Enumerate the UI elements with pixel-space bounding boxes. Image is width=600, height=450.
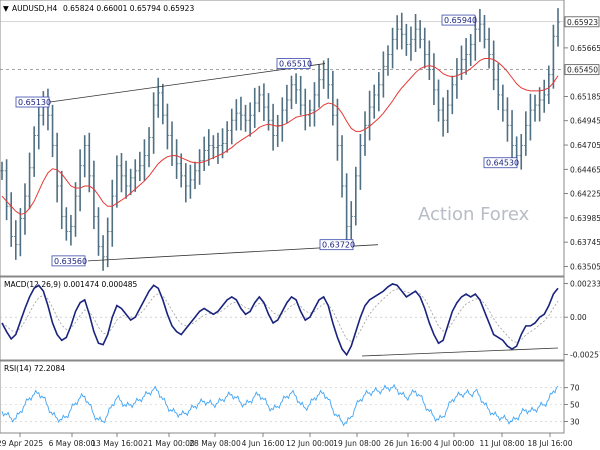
price-callout-label: 0.65940 (444, 16, 477, 25)
price-tick-label: 0.65665 (570, 44, 600, 53)
price-callout-box (15, 96, 50, 108)
price-tick-label: 0.64705 (570, 141, 600, 150)
rsi-tick-label: 70 (570, 384, 580, 393)
price-tick-label: 0.63985 (570, 214, 600, 223)
macd-label: MACD(12,26,9) 0.001474 0.000485 (4, 280, 138, 289)
price-callout-label: 0.64530 (486, 159, 519, 168)
rsi-label: RSI(14) 72.2084 (4, 364, 65, 373)
price-callout-box (51, 255, 86, 267)
x-tick-label: 12 Jun 00:00 (286, 439, 334, 448)
rsi-tick-label: 30 (570, 418, 580, 427)
x-tick-label: 19 Jun 08:00 (333, 439, 381, 448)
rsi-line (1, 383, 559, 427)
channel-upper-line (49, 63, 326, 103)
x-tick-label: 6 May 08:00 (49, 439, 96, 448)
price-tick-label: 0.64465 (570, 165, 600, 174)
price-callout-label: 0.65510 (279, 60, 312, 69)
symbol-label[interactable]: AUDUSD,H4 (12, 4, 57, 13)
watermark: Action Forex (418, 204, 530, 225)
macd-line (1, 283, 559, 357)
price-callout-label: 0.65130 (18, 98, 51, 107)
price-tag-label: 0.65450 (567, 66, 598, 75)
x-tick-label: 21 May 00:00 (143, 439, 195, 448)
price-tag-box (564, 16, 600, 28)
header-arrow-icon: ▼ (3, 4, 9, 13)
macd-divergence-line (361, 347, 559, 357)
x-tick-label: 18 Jul 16:00 (528, 439, 573, 448)
x-tick-label: 4 Jul 00:00 (434, 439, 474, 448)
price-callout-label: 0.63720 (322, 241, 355, 250)
price-tick-label: 0.63745 (570, 238, 600, 247)
price-tick-label: 0.63505 (570, 262, 600, 271)
macd-tick-label: 0.00 (570, 313, 587, 322)
ohlc-values: 0.65824 0.66001 0.65794 0.65923 (63, 4, 194, 13)
moving-average-line (1, 58, 559, 215)
price-tag-label: 0.65923 (567, 18, 598, 27)
x-tick-label: 26 Jun 16:00 (384, 439, 432, 448)
x-tick-label: 4 Jun 16:00 (242, 439, 285, 448)
rsi-tick-label: 50 (570, 401, 580, 410)
price-tag-box (564, 64, 600, 76)
price-callout-label: 0.63560 (54, 257, 87, 266)
macd-signal-line (1, 288, 559, 343)
price-tick-label: 0.65185 (570, 92, 600, 101)
macd-tick-label: 0.002334 (570, 279, 600, 288)
price-callout-box (441, 14, 476, 26)
price-callout-box (276, 58, 311, 69)
macd-panel (0, 276, 565, 361)
price-callout-box (319, 239, 354, 251)
x-tick-label: 28 May 08:00 (189, 439, 241, 448)
price-tick-label: 0.64945 (570, 117, 600, 126)
rsi-panel (0, 360, 565, 434)
macd-tick-label: -0.002574 (570, 350, 600, 359)
x-tick-label: 29 Apr 2025 (0, 439, 43, 448)
price-tick-label: 0.64225 (570, 190, 600, 199)
x-tick-label: 13 May 16:00 (91, 439, 143, 448)
price-callout-box (483, 157, 518, 169)
x-tick-label: 11 Jul 08:00 (480, 439, 525, 448)
